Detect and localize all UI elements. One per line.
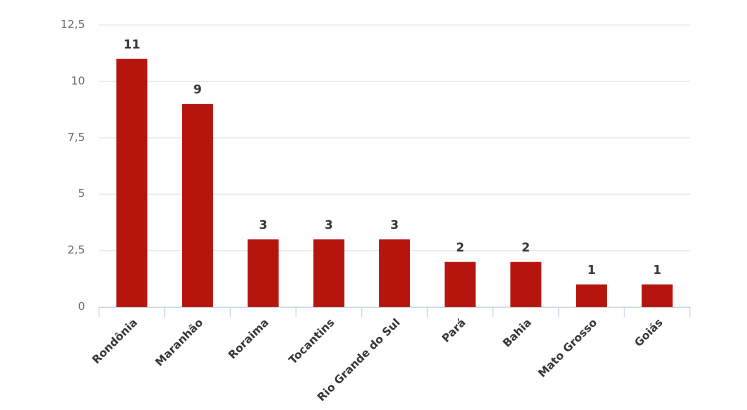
- y-tick-label: 12,5: [61, 18, 86, 31]
- value-label: 2: [456, 240, 464, 254]
- value-label: 9: [193, 82, 201, 96]
- value-label: 11: [123, 37, 140, 51]
- value-label: 3: [390, 218, 398, 232]
- bar: [576, 284, 607, 307]
- x-tick-label: Pará: [439, 316, 468, 345]
- bar: [444, 261, 476, 307]
- bar: [641, 284, 673, 307]
- bar: [379, 239, 410, 307]
- value-label: 1: [587, 263, 595, 277]
- bar: [313, 239, 345, 307]
- x-tick-label: Mato Grosso: [536, 316, 600, 380]
- x-tick-label: Rondônia: [90, 316, 140, 366]
- x-tick-label: Bahia: [500, 316, 534, 350]
- value-label: 3: [259, 218, 267, 232]
- y-tick-label: 7,5: [68, 131, 86, 144]
- y-tick-label: 10: [71, 74, 85, 87]
- value-label: 1: [653, 263, 661, 277]
- x-tick-label: Roraima: [226, 316, 272, 362]
- y-tick-label: 0: [78, 300, 85, 313]
- y-tick-label: 2,5: [68, 244, 86, 257]
- x-tick-label: Tocantins: [286, 316, 337, 367]
- value-label: 3: [325, 218, 333, 232]
- x-tick-label: Maranhão: [153, 316, 206, 369]
- bar: [116, 58, 148, 308]
- x-tick-label: Goiás: [632, 316, 666, 350]
- bar: [247, 239, 279, 307]
- value-label: 2: [522, 240, 530, 254]
- y-tick-label: 5: [78, 187, 85, 200]
- bar: [510, 261, 542, 307]
- bar: [182, 103, 213, 308]
